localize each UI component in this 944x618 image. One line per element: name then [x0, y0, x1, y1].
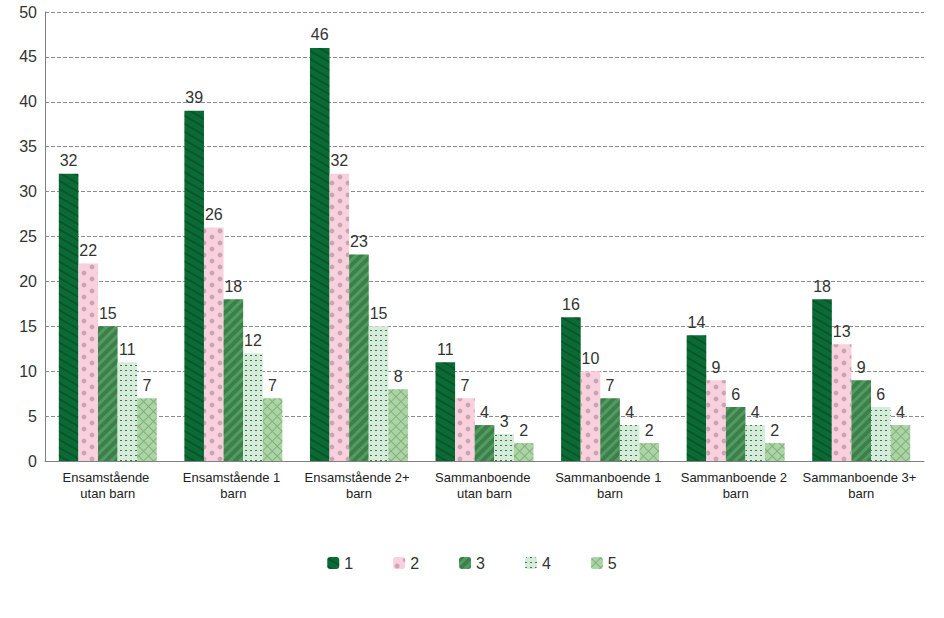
svg-text:12: 12	[244, 332, 262, 349]
svg-text:2: 2	[770, 422, 779, 439]
svg-text:10: 10	[19, 363, 37, 380]
svg-text:32: 32	[330, 152, 348, 169]
svg-text:18: 18	[813, 278, 831, 295]
svg-text:9: 9	[857, 359, 866, 376]
svg-text:20: 20	[19, 273, 37, 290]
svg-text:2: 2	[645, 422, 654, 439]
svg-text:25: 25	[19, 228, 37, 245]
svg-text:16: 16	[562, 296, 580, 313]
svg-text:barn: barn	[597, 486, 623, 501]
svg-text:2: 2	[519, 422, 528, 439]
svg-text:18: 18	[224, 278, 242, 295]
svg-text:23: 23	[350, 233, 368, 250]
svg-text:Sammanboende 1: Sammanboende 1	[555, 470, 665, 485]
svg-text:Sammanboende 2: Sammanboende 2	[681, 470, 791, 485]
svg-text:22: 22	[79, 242, 97, 259]
svg-text:35: 35	[19, 138, 37, 155]
svg-text:4: 4	[751, 404, 760, 421]
svg-text:30: 30	[19, 183, 37, 200]
svg-text:5: 5	[28, 408, 37, 425]
svg-text:15: 15	[370, 305, 388, 322]
svg-text:50: 50	[19, 4, 37, 21]
svg-text:26: 26	[205, 206, 223, 223]
svg-text:13: 13	[833, 323, 851, 340]
svg-text:6: 6	[876, 386, 885, 403]
svg-text:4: 4	[896, 404, 905, 421]
svg-text:7: 7	[268, 377, 277, 394]
svg-text:6: 6	[731, 386, 740, 403]
svg-text:5: 5	[608, 555, 617, 572]
svg-text:Sammanboende 3+: Sammanboende 3+	[802, 470, 919, 485]
svg-text:barn: barn	[723, 486, 749, 501]
svg-text:Ensamstående: Ensamstående	[63, 470, 153, 485]
svg-text:11: 11	[119, 341, 136, 358]
svg-text:11: 11	[437, 341, 454, 358]
svg-text:4: 4	[542, 555, 551, 572]
svg-text:14: 14	[688, 314, 706, 331]
svg-text:45: 45	[19, 48, 37, 65]
svg-text:8: 8	[394, 368, 403, 385]
svg-text:3: 3	[476, 555, 485, 572]
svg-text:Sammanboende: Sammanboende	[435, 470, 534, 485]
svg-text:2: 2	[410, 555, 419, 572]
svg-text:4: 4	[480, 404, 489, 421]
svg-text:15: 15	[99, 305, 117, 322]
svg-text:46: 46	[311, 26, 329, 43]
svg-text:15: 15	[19, 318, 37, 335]
svg-text:7: 7	[460, 377, 469, 394]
svg-text:utan barn: utan barn	[80, 486, 135, 501]
svg-text:barn: barn	[848, 486, 874, 501]
svg-text:Ensamstående 2+: Ensamstående 2+	[305, 470, 414, 485]
svg-text:barn: barn	[220, 486, 246, 501]
svg-text:3: 3	[500, 413, 509, 430]
svg-text:9: 9	[712, 359, 721, 376]
svg-text:39: 39	[185, 89, 203, 106]
svg-text:32: 32	[60, 152, 78, 169]
svg-text:10: 10	[582, 350, 600, 367]
svg-text:Ensamstående 1: Ensamstående 1	[183, 470, 284, 485]
svg-text:7: 7	[143, 377, 152, 394]
svg-text:utan barn: utan barn	[457, 486, 512, 501]
svg-text:4: 4	[625, 404, 634, 421]
svg-text:7: 7	[606, 377, 615, 394]
svg-text:40: 40	[19, 93, 37, 110]
svg-text:0: 0	[28, 453, 37, 470]
svg-text:1: 1	[344, 555, 353, 572]
svg-text:barn: barn	[346, 486, 372, 501]
